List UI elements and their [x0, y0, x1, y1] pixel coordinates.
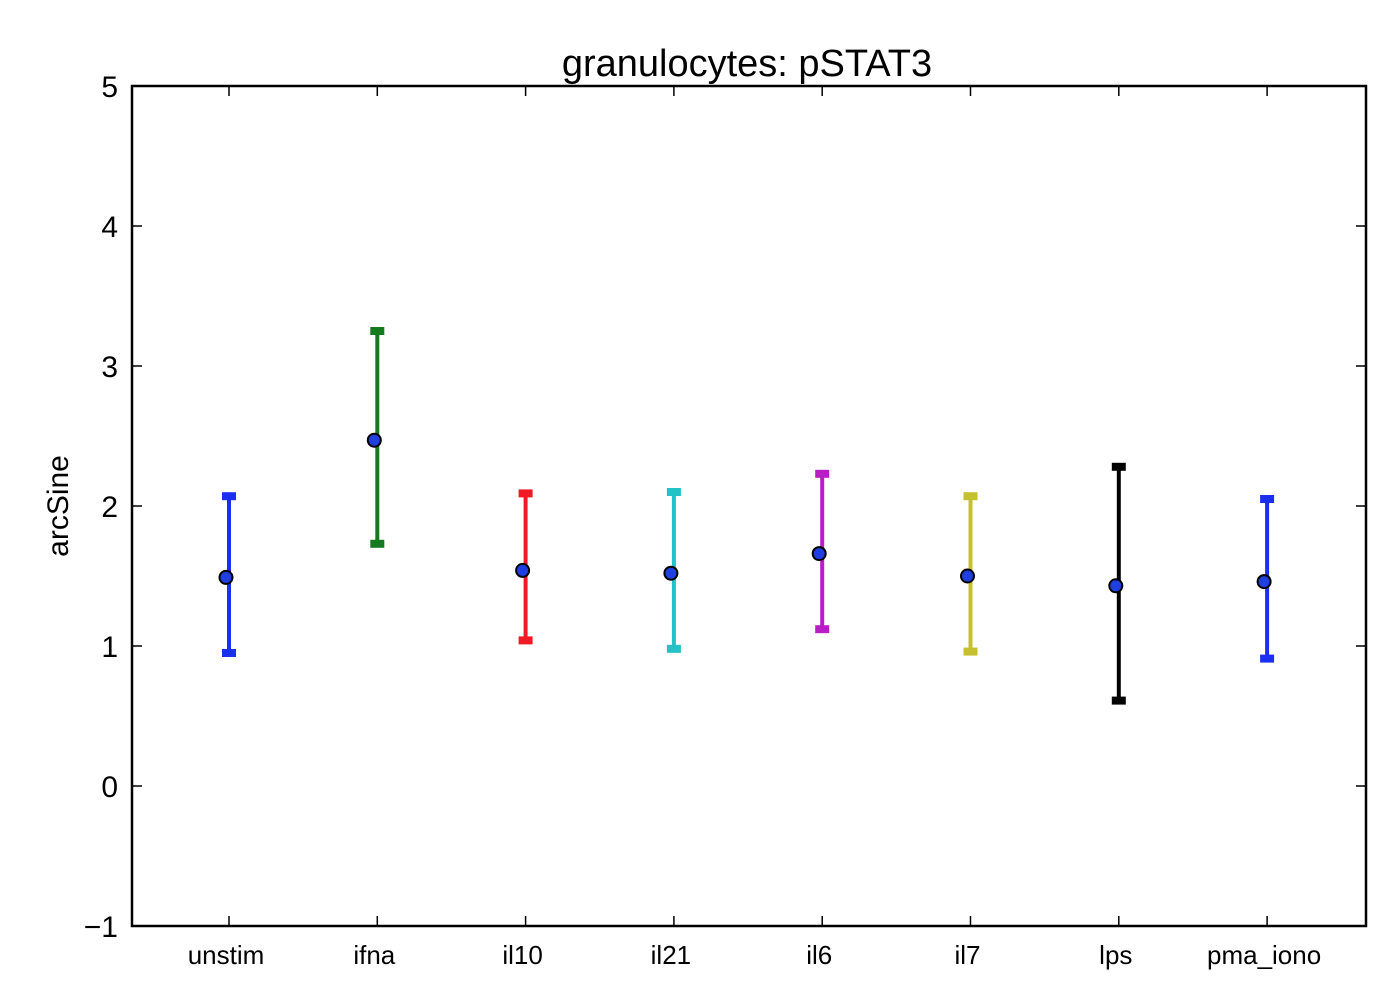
x-tick-label-unstim: unstim [188, 940, 265, 970]
data-point-il21 [663, 488, 681, 653]
y-tick-label: 4 [101, 211, 118, 244]
data-series [218, 327, 1275, 705]
data-point-lps [1108, 462, 1126, 705]
mean-marker-il6 [811, 546, 827, 562]
mean-marker-pma-iono [1256, 574, 1272, 590]
y-tick-label: 0 [101, 771, 118, 804]
mean-marker-lps [1108, 578, 1124, 594]
plot-area-frame [130, 84, 1368, 928]
mean-marker-il7 [960, 568, 975, 584]
mean-marker-il21 [663, 565, 679, 581]
y-tick-label: 5 [101, 71, 118, 104]
data-point-il7 [960, 492, 978, 656]
x-tick-label-il6: il6 [806, 940, 832, 970]
y-tick-label: 3 [101, 351, 118, 384]
x-tick-label-ifna: ifna [353, 940, 395, 970]
mean-marker-il10 [515, 562, 531, 578]
x-tick-label-il7: il7 [954, 940, 980, 970]
mean-marker-unstim [218, 569, 234, 585]
x-tick-label-il10: il10 [502, 940, 542, 970]
data-point-il10 [515, 489, 533, 645]
mean-marker-ifna [366, 432, 382, 448]
y-tick-label: 1 [101, 631, 118, 664]
data-point-ifna [366, 327, 385, 548]
chart-title: granulocytes: pSTAT3 [562, 43, 932, 85]
x-tick-label-lps: lps [1099, 940, 1132, 970]
y-tick-label: 2 [101, 491, 118, 524]
x-tick-label-pma-iono: pma_iono [1207, 940, 1321, 970]
y-tick-label: −1 [84, 911, 118, 944]
data-point-pma-iono [1256, 495, 1275, 663]
x-tick-label-il21: il21 [651, 940, 691, 970]
data-point-unstim [218, 492, 236, 657]
axis-ticks: −1 0 1 2 3 4 5 unstim ifna il10 il21 il6 il7 lps pma_i… [84, 71, 1366, 970]
data-point-il6 [811, 469, 830, 634]
y-axis-label: arcSine [42, 455, 75, 557]
